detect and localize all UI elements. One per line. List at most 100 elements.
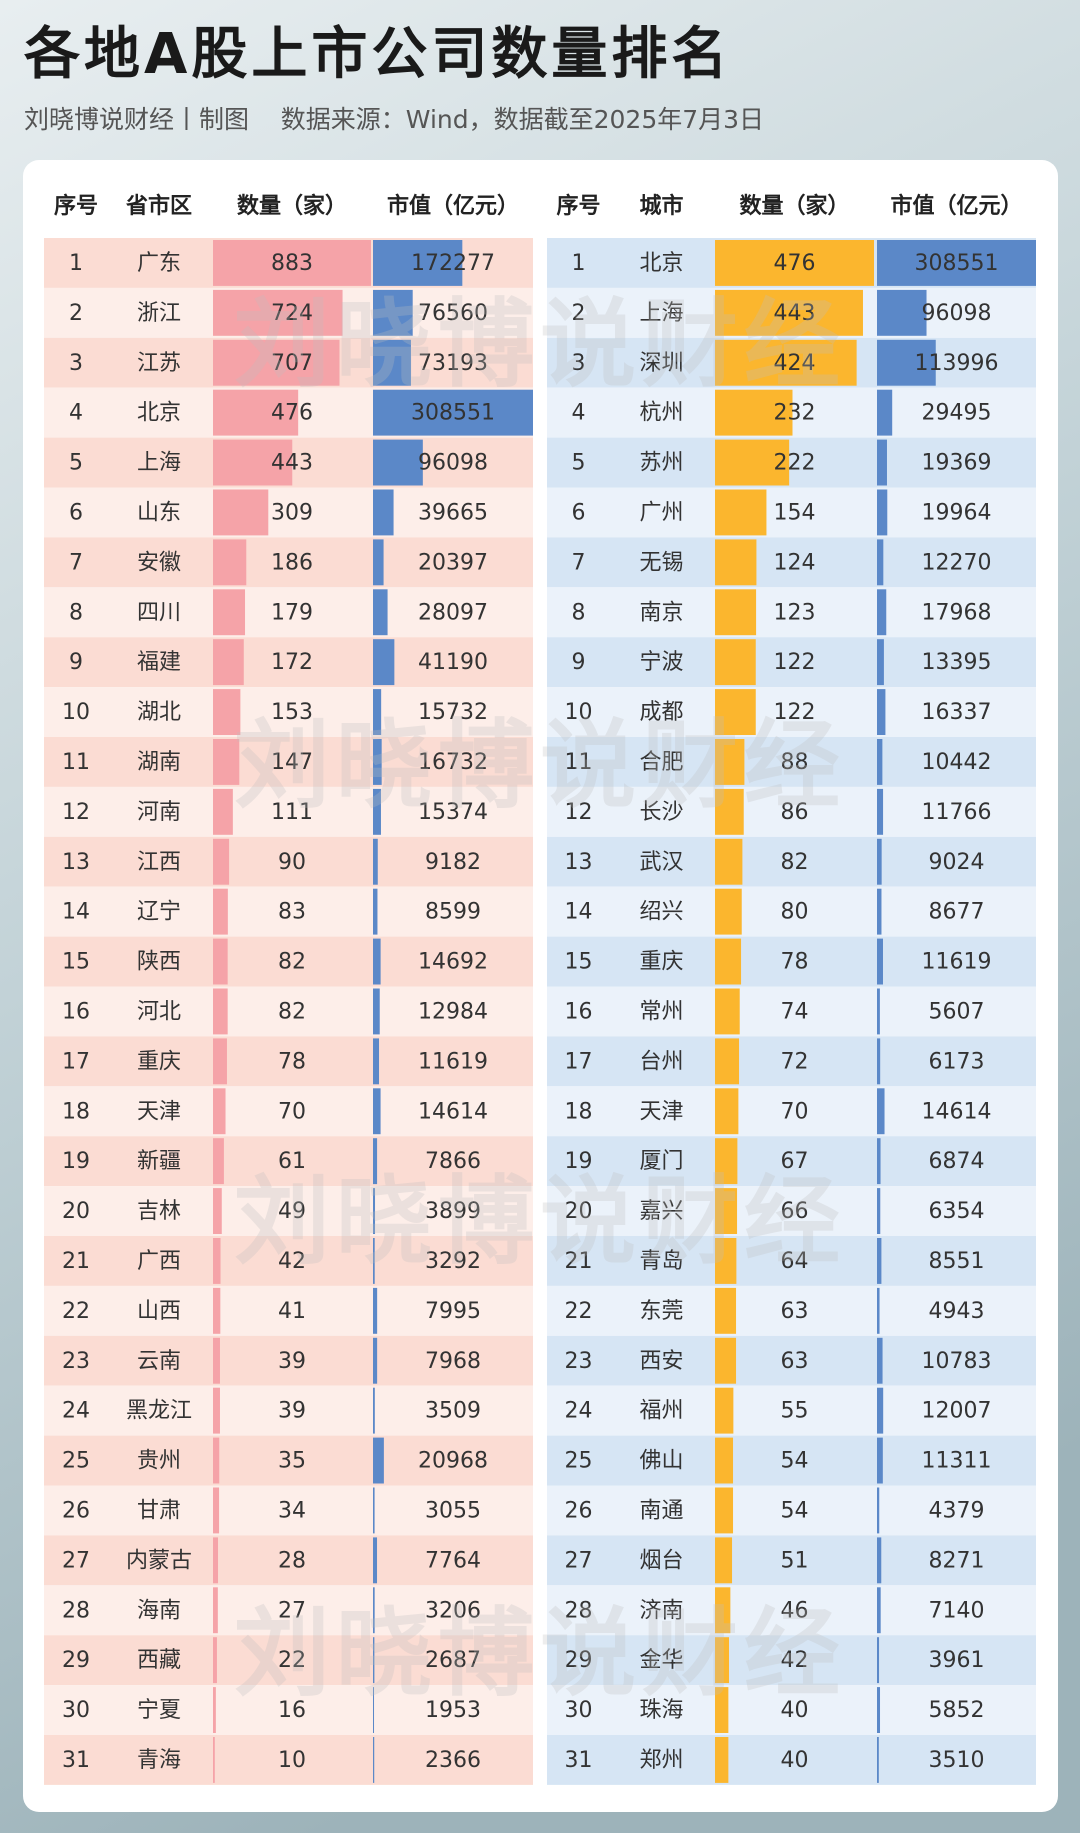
cell-text: 14 [565, 900, 593, 925]
value-bar [213, 1138, 224, 1185]
cell-text: 天津 [639, 1099, 683, 1124]
value-bar [877, 1737, 879, 1783]
value-bar [715, 289, 863, 336]
value-bar [213, 689, 241, 735]
cell-text: 7968 [425, 1349, 481, 1374]
value-bar [213, 1587, 218, 1634]
value-bar [213, 838, 230, 885]
value-bar [877, 1238, 882, 1284]
cell-text: 30 [565, 1698, 593, 1723]
cell-text: 179 [271, 600, 313, 625]
value-bar [877, 838, 882, 885]
cell-text: 308551 [915, 251, 999, 276]
value-bar [715, 788, 744, 835]
row-background [547, 1086, 1036, 1137]
value-bar [715, 1188, 738, 1234]
value-bar [373, 1138, 378, 1185]
value-bar [373, 988, 380, 1035]
cell-text: 8551 [929, 1249, 985, 1274]
row-background [44, 587, 533, 638]
cell-text: 辽宁 [137, 900, 181, 925]
cell-text: 6874 [929, 1149, 985, 1174]
cell-text: 309 [271, 500, 313, 525]
cell-text: 吉林 [137, 1199, 181, 1224]
cell-text: 湖南 [137, 750, 181, 775]
row-background [44, 1285, 533, 1336]
row-background [44, 1735, 533, 1785]
value-bar [373, 489, 394, 536]
cell-text: 172277 [411, 251, 495, 276]
cell-text: 9024 [929, 850, 985, 875]
row-background [44, 1685, 533, 1735]
value-bar [373, 1587, 375, 1634]
value-bar [715, 838, 743, 885]
row-background [547, 1136, 1036, 1187]
cell-text: 福州 [639, 1399, 683, 1424]
cell-text: 83 [278, 900, 306, 925]
cell-text: 22 [278, 1648, 306, 1673]
value-bar [213, 339, 340, 386]
cell-text: 16 [62, 999, 90, 1024]
row-background [547, 1385, 1036, 1436]
value-bar [877, 1537, 882, 1584]
cell-text: 31 [62, 1748, 90, 1773]
cell-text: 烟台 [639, 1548, 683, 1573]
row-background [44, 886, 533, 937]
cell-text: 7140 [929, 1598, 985, 1623]
cell-text: 883 [271, 251, 313, 276]
cell-text: 甘肃 [137, 1498, 181, 1523]
cell-text: 16 [278, 1698, 306, 1723]
value-bar [213, 938, 228, 985]
value-bar [715, 589, 757, 636]
value-bar [877, 1038, 881, 1085]
cell-text: 3 [572, 351, 586, 376]
value-bar [373, 1337, 378, 1384]
cell-text: 佛山 [639, 1449, 683, 1474]
value-bar [877, 1088, 885, 1135]
row-background [44, 1335, 533, 1386]
cell-text: 21 [62, 1249, 90, 1274]
cell-text: 17968 [922, 600, 992, 625]
cell-text: 42 [781, 1648, 809, 1673]
cell-text: 西安 [639, 1349, 683, 1374]
cell-text: 19964 [922, 500, 992, 525]
value-bar [715, 1337, 737, 1384]
value-bar [877, 339, 936, 386]
value-bar [373, 1188, 376, 1234]
cell-text: 476 [774, 251, 816, 276]
value-bar [877, 1188, 881, 1234]
cell-text: 29 [565, 1648, 593, 1673]
cell-text: 25 [565, 1449, 593, 1474]
cell-text: 41 [278, 1299, 306, 1324]
value-bar [877, 1637, 880, 1684]
cell-text: 5 [572, 451, 586, 476]
cell-text: 8 [69, 600, 83, 625]
value-bar [373, 1238, 375, 1284]
value-bar [213, 639, 244, 686]
value-bar [715, 1587, 731, 1634]
cell-text: 12 [62, 800, 90, 825]
cell-text: 南京 [639, 600, 683, 625]
cell-text: 22 [565, 1299, 593, 1324]
cell-text: 1 [572, 251, 586, 276]
cell-text: 11 [62, 750, 90, 775]
cell-text: 云南 [137, 1349, 181, 1374]
row-background [44, 1485, 533, 1536]
cell-text: 8 [572, 600, 586, 625]
value-bar [877, 639, 884, 686]
row-background [547, 487, 1036, 538]
value-bar [373, 1088, 381, 1135]
cell-text: 14614 [922, 1099, 992, 1124]
value-bar [213, 539, 247, 586]
cell-text: 常州 [639, 999, 683, 1024]
cell-text: 63 [781, 1299, 809, 1324]
title: 各地A股上市公司数量排名 [24, 22, 731, 87]
value-bar [213, 389, 299, 436]
value-bar [715, 1687, 729, 1733]
cell-text: 无锡 [639, 550, 683, 575]
value-bar [213, 1437, 220, 1484]
cell-text: 232 [774, 401, 816, 426]
value-bar [373, 339, 411, 386]
value-bar [373, 1038, 380, 1085]
cell-text: 54 [781, 1498, 809, 1523]
